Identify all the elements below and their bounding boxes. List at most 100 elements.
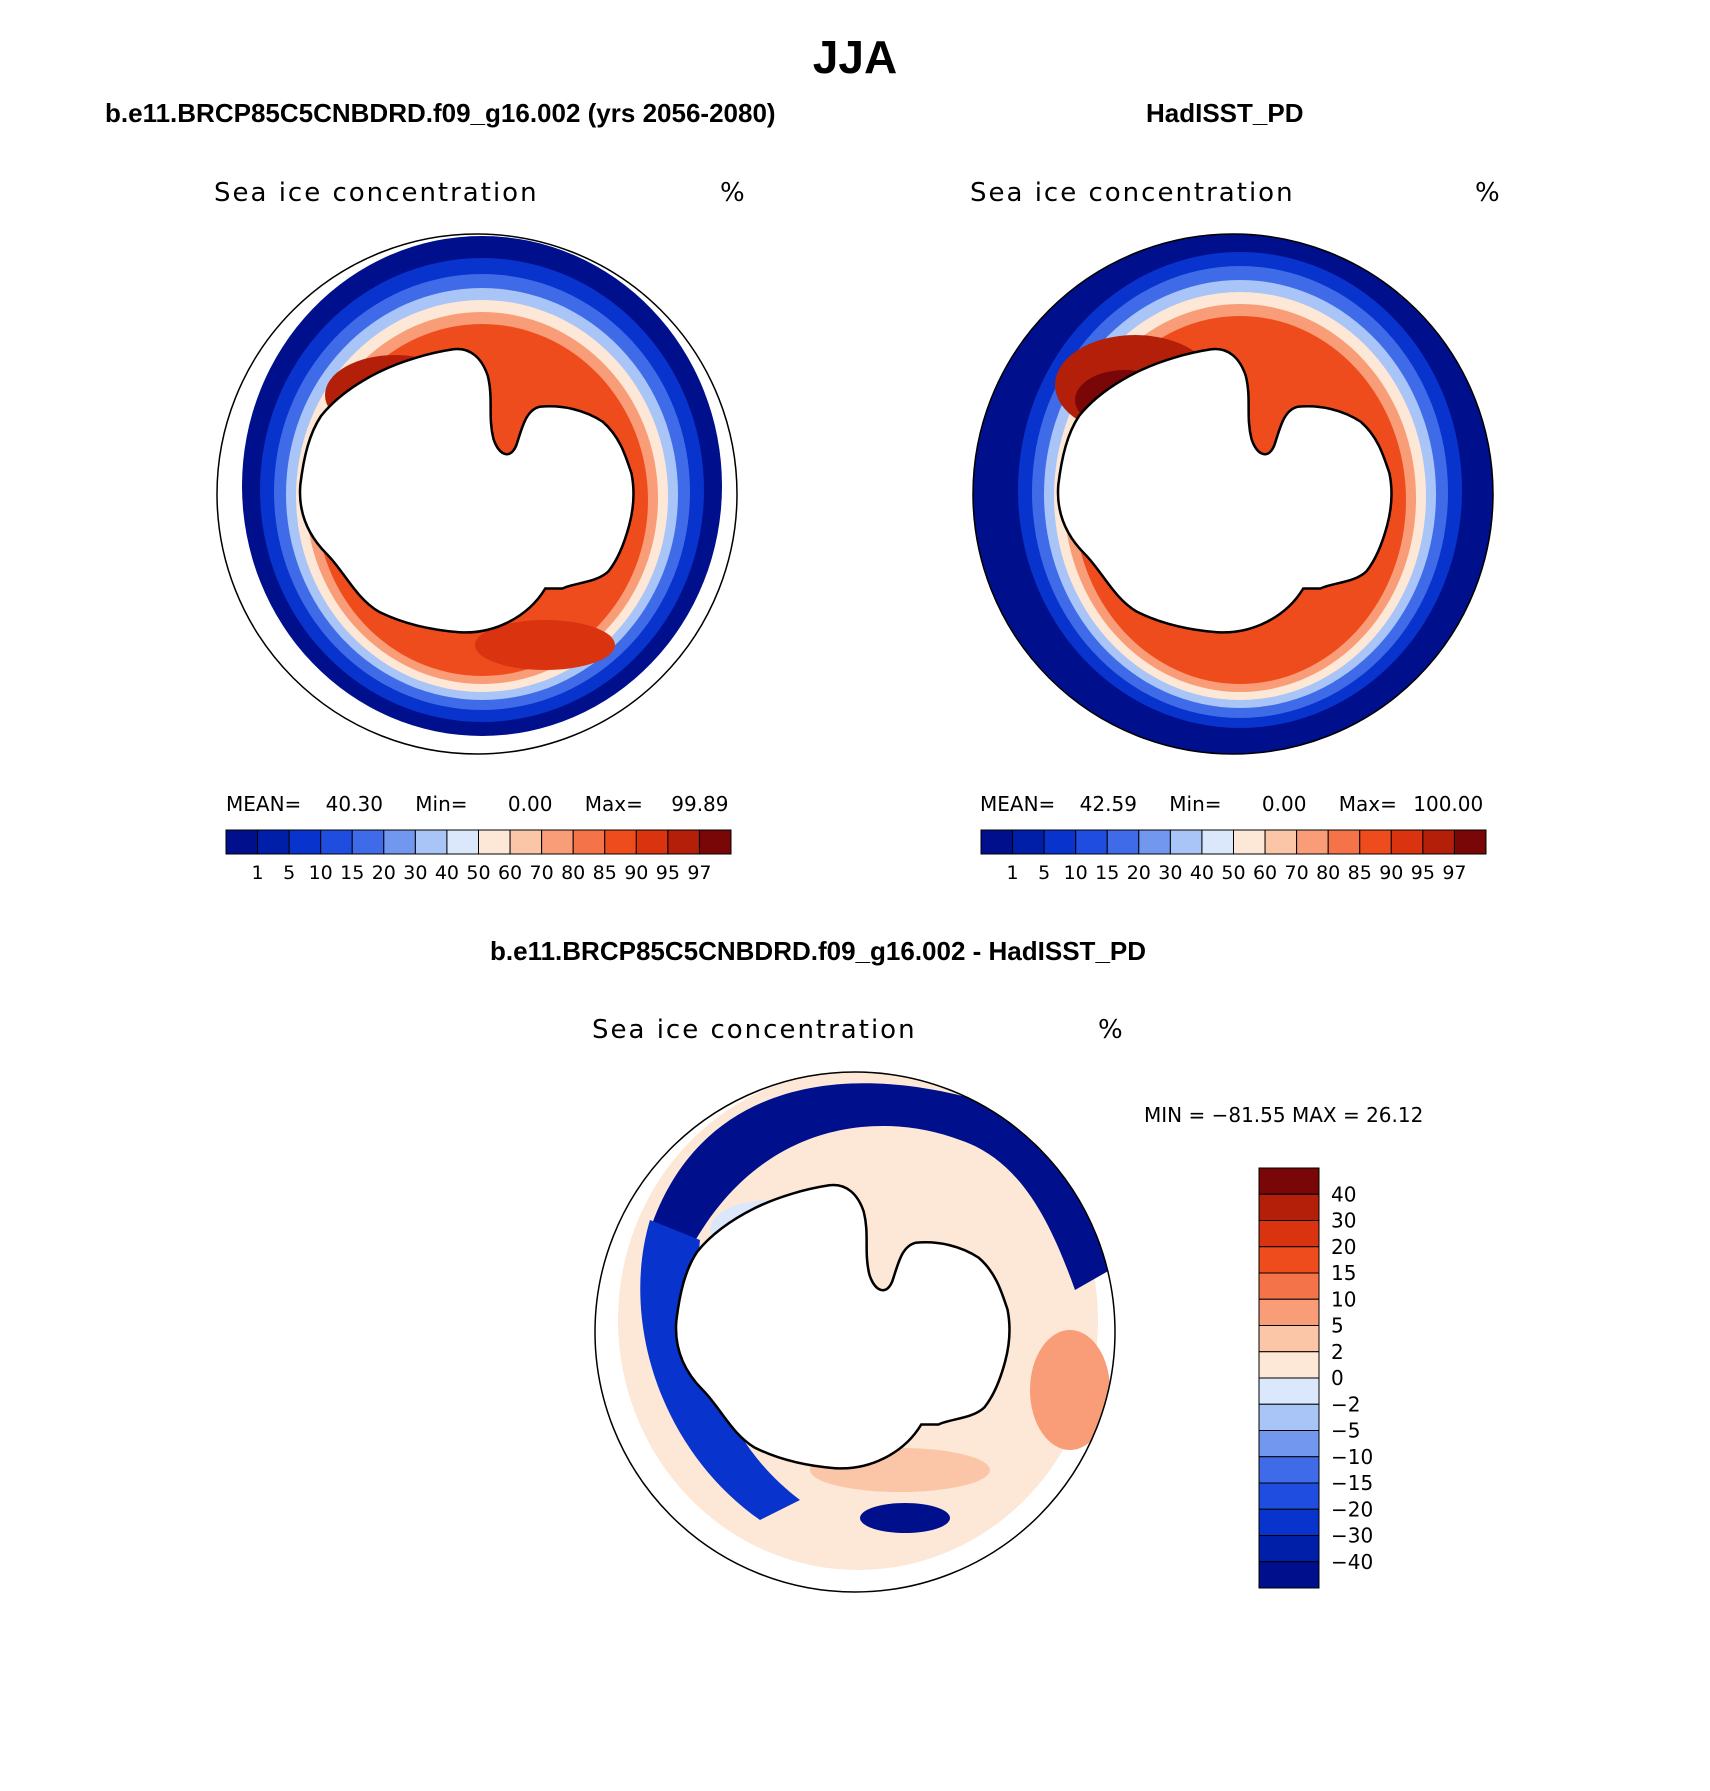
colorbar-right-swatch xyxy=(1422,829,1455,855)
colorbar-left-swatch xyxy=(320,829,353,855)
colorbar-right-swatch xyxy=(1296,829,1329,855)
colorbar-right-tick-label: 20 xyxy=(1127,862,1151,884)
colorbar-left-swatch xyxy=(351,829,385,855)
colorbar-right-swatch xyxy=(1264,829,1298,855)
colorbar-diff-swatch xyxy=(1258,1325,1320,1353)
colorbar-diff-swatch xyxy=(1258,1535,1320,1563)
colorbar-diff-tick-label: −2 xyxy=(1331,1392,1360,1416)
colorbar-left-swatch xyxy=(698,829,732,855)
right-units-label: % xyxy=(1475,178,1502,208)
colorbar-left-tick-label: 50 xyxy=(466,862,490,884)
diff-map xyxy=(594,1071,1116,1593)
colorbar-right-swatch xyxy=(1169,829,1203,855)
colorbar-left: 1 5 10 15 20 30 40 50 60 70 80 85 90 95 97 xyxy=(225,829,732,884)
colorbar-left-swatch xyxy=(225,829,259,855)
colorbar-right-tick-label: 15 xyxy=(1095,862,1119,884)
colorbar-diff-swatch xyxy=(1258,1220,1320,1248)
right-mean-label: MEAN= xyxy=(980,792,1056,816)
colorbar-left-tick-label: 80 xyxy=(561,862,585,884)
colorbar-left-swatch xyxy=(572,829,606,855)
right-panel-subtitle: HadISST_PD xyxy=(1146,98,1304,128)
colorbar-right-swatch xyxy=(1390,829,1424,855)
colorbar-diff-swatch xyxy=(1258,1377,1320,1405)
colorbar-left-swatch xyxy=(509,829,543,855)
colorbar-diff-tick-label: −40 xyxy=(1331,1550,1373,1574)
left-panel-subtitle: b.e11.BRCP85C5CNBDRD.f09_g16.002 (yrs 20… xyxy=(105,98,776,128)
colorbar-right-swatch xyxy=(1453,829,1487,855)
left-units-label: % xyxy=(720,178,747,208)
colorbar-left-swatch xyxy=(288,829,322,855)
colorbar-right-tick-label: 40 xyxy=(1190,862,1214,884)
colorbar-left-swatch xyxy=(541,829,574,855)
right-max-value: 100.00 xyxy=(1413,792,1484,816)
diff-loss-patch-south xyxy=(860,1503,950,1533)
left-min-value: 0.00 xyxy=(507,792,553,816)
diff-units-label: % xyxy=(1098,1015,1125,1045)
colorbar-right-tick-label: 97 xyxy=(1442,862,1466,884)
colorbar-left-swatch xyxy=(446,829,479,855)
left-stats: MEAN= 40.30 Min= 0.00 Max= 99.89 xyxy=(226,792,729,816)
colorbar-diff-swatch xyxy=(1258,1298,1320,1326)
diff-minmax: MIN = −81.55 MAX = 26.12 xyxy=(1144,1103,1424,1127)
left-ross-core xyxy=(475,620,615,670)
colorbar-diff-tick-label: 0 xyxy=(1331,1366,1344,1390)
colorbar-diff-swatch xyxy=(1258,1508,1320,1536)
left-max-value: 99.89 xyxy=(671,792,729,816)
diff-gain-east xyxy=(1030,1330,1110,1450)
colorbar-right-swatch xyxy=(1043,829,1077,855)
colorbar-diff-tick-label: 40 xyxy=(1331,1182,1356,1206)
colorbar-diff-tick-label: −15 xyxy=(1331,1471,1373,1495)
colorbar-right-tick-label: 80 xyxy=(1316,862,1340,884)
colorbar-left-swatch xyxy=(635,829,669,855)
colorbar-left-tick-label: 30 xyxy=(403,862,427,884)
colorbar-diff-tick-label: −5 xyxy=(1331,1419,1360,1443)
left-mean-label: MEAN= xyxy=(226,792,302,816)
colorbar-left-tick-label: 85 xyxy=(593,862,617,884)
colorbar-left-swatch xyxy=(257,829,290,855)
colorbar-diff-swatch xyxy=(1258,1167,1320,1195)
colorbar-left-tick-label: 15 xyxy=(340,862,364,884)
colorbar-right-tick-label: 85 xyxy=(1348,862,1372,884)
left-min-label: Min= xyxy=(415,792,468,816)
colorbar-right-swatch xyxy=(1106,829,1140,855)
colorbar-left-swatch xyxy=(478,829,511,855)
right-mean-value: 42.59 xyxy=(1079,792,1137,816)
colorbar-left-tick-label: 97 xyxy=(687,862,711,884)
colorbar-left-tick-label: 20 xyxy=(372,862,396,884)
colorbar-diff-tick-label: 15 xyxy=(1331,1261,1356,1285)
colorbar-right-tick-label: 70 xyxy=(1285,862,1309,884)
colorbar-diff-swatch xyxy=(1258,1430,1320,1458)
left-mean-value: 40.30 xyxy=(325,792,383,816)
main-title: JJA xyxy=(812,31,898,83)
colorbar-right-swatch xyxy=(1075,829,1108,855)
colorbar-left-tick-label: 90 xyxy=(624,862,648,884)
colorbar-right-tick-label: 30 xyxy=(1158,862,1182,884)
right-min-value: 0.00 xyxy=(1261,792,1307,816)
colorbar-right-tick-label: 1 xyxy=(1007,862,1019,884)
colorbar-left-tick-label: 1 xyxy=(252,862,264,884)
colorbar-right-tick-label: 10 xyxy=(1064,862,1088,884)
colorbar-left-tick-label: 70 xyxy=(530,862,554,884)
colorbar-left-tick-label: 95 xyxy=(656,862,680,884)
colorbar-diff-tick-label: 10 xyxy=(1331,1287,1356,1311)
colorbar-diff-tick-label: −20 xyxy=(1331,1497,1373,1521)
colorbar-right-swatch xyxy=(1359,829,1392,855)
colorbar-right-tick-label: 50 xyxy=(1221,862,1245,884)
colorbar-right-tick-label: 90 xyxy=(1379,862,1403,884)
colorbar-left-tick-label: 60 xyxy=(498,862,522,884)
colorbar-right-tick-label: 95 xyxy=(1411,862,1435,884)
colorbar-right-swatch xyxy=(1327,829,1361,855)
colorbar-right-swatch xyxy=(980,829,1014,855)
diff-variable-label: Sea ice concentration xyxy=(592,1015,917,1045)
colorbar-left-swatch xyxy=(383,829,416,855)
colorbar-diff-tick-label: 5 xyxy=(1331,1314,1344,1338)
diff-panel-subtitle: b.e11.BRCP85C5CNBDRD.f09_g16.002 - HadIS… xyxy=(490,936,1147,966)
colorbar-left-tick-label: 40 xyxy=(435,862,459,884)
left-variable-label: Sea ice concentration xyxy=(214,178,539,208)
colorbar-diff-swatch xyxy=(1258,1456,1320,1484)
colorbar-diff-tick-label: −10 xyxy=(1331,1445,1373,1469)
colorbar-right-swatch xyxy=(1233,829,1266,855)
colorbar-diff-swatch xyxy=(1258,1193,1320,1221)
colorbar-diff-swatch xyxy=(1258,1272,1320,1300)
colorbar-right-swatch xyxy=(1201,829,1234,855)
